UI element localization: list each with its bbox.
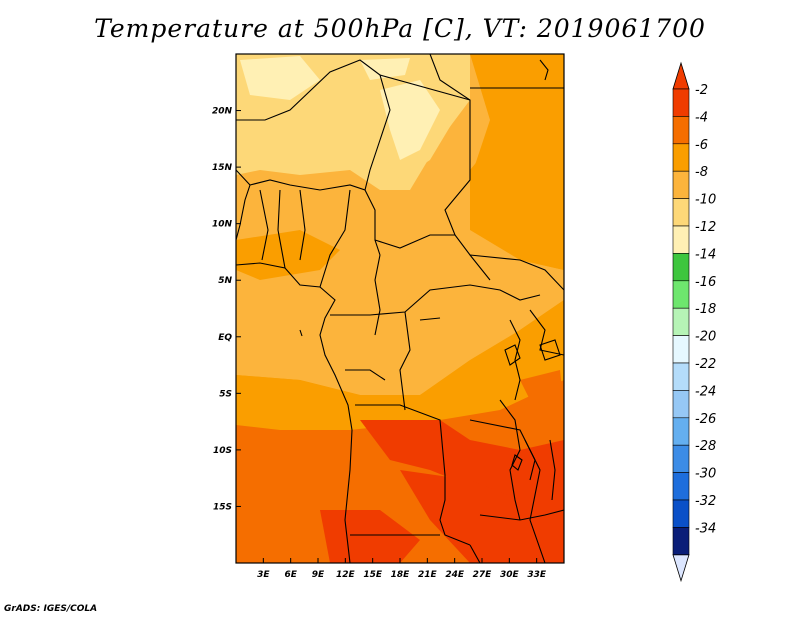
colorbar-label: -22 bbox=[695, 357, 716, 372]
colorbar-swatch bbox=[672, 362, 690, 391]
lon-tick-label: 30E bbox=[500, 570, 520, 580]
colorbar-label: -10 bbox=[695, 193, 716, 208]
lon-tick-label: 3E bbox=[257, 570, 270, 580]
colorbar-label: -4 bbox=[695, 110, 708, 125]
colorbar-label: -24 bbox=[695, 384, 716, 399]
lat-tick-label: 20N bbox=[212, 107, 233, 117]
lat-tick-label: 15N bbox=[212, 163, 233, 173]
colorbar-label: -18 bbox=[695, 302, 716, 317]
colorbar-swatch bbox=[672, 472, 690, 501]
lon-tick-label: 18E bbox=[391, 570, 411, 580]
lat-tick-label: EQ bbox=[218, 333, 232, 343]
lon-tick-label: 6E bbox=[284, 570, 297, 580]
colorbar-swatch bbox=[672, 116, 690, 145]
colorbar-swatch bbox=[672, 170, 690, 199]
lat-tick-label: 10S bbox=[213, 446, 232, 456]
colorbar-swatch bbox=[672, 253, 690, 282]
colorbar-label: -20 bbox=[695, 330, 716, 345]
colorbar-swatch bbox=[672, 499, 690, 528]
colorbar-swatch bbox=[672, 198, 690, 227]
colorbar-swatch bbox=[672, 417, 690, 446]
colorbar: -2 -4 -6 -8 -10 -12 -14 -16 -18 -20 -22 -24 -26 -28 -3… bbox=[672, 61, 716, 583]
lon-tick-label: 27E bbox=[473, 570, 493, 580]
colorbar-swatch bbox=[672, 307, 690, 336]
lon-tick-label: 9E bbox=[312, 570, 325, 580]
colorbar-label: -12 bbox=[695, 220, 716, 235]
lat-tick-label: 5S bbox=[219, 389, 232, 399]
lon-tick-label: 21E bbox=[418, 570, 438, 580]
colorbar-label: -30 bbox=[695, 467, 716, 482]
latitude-axis: 20N 15N 10N 5N EQ 5S 10S 15S bbox=[212, 107, 241, 512]
colorbar-swatch bbox=[672, 335, 690, 364]
colorbar-label: -26 bbox=[695, 412, 716, 427]
colorbar-bottom-cap bbox=[672, 554, 690, 583]
grads-credit: GrADS: IGES/COLA bbox=[4, 604, 98, 614]
colorbar-swatch bbox=[672, 527, 690, 556]
colorbar-label: -8 bbox=[695, 165, 708, 180]
lat-tick-label: 10N bbox=[212, 220, 233, 230]
colorbar-swatch bbox=[672, 280, 690, 309]
colorbar-swatch bbox=[672, 88, 690, 117]
colorbar-top-cap bbox=[672, 61, 690, 90]
colorbar-swatch bbox=[672, 444, 690, 473]
lon-tick-label: 24E bbox=[445, 570, 465, 580]
colorbar-label: -34 bbox=[695, 521, 716, 536]
lon-tick-label: 33E bbox=[527, 570, 547, 580]
lat-tick-label: 5N bbox=[218, 276, 232, 286]
colorbar-swatch bbox=[672, 225, 690, 254]
lon-tick-label: 12E bbox=[336, 570, 356, 580]
colorbar-swatch bbox=[672, 390, 690, 419]
colorbar-label: -28 bbox=[695, 439, 716, 454]
longitude-axis: 3E 6E 9E 12E 15E 18E 21E 24E 27E 30E 33E bbox=[257, 558, 547, 580]
colorbar-label: -32 bbox=[695, 494, 716, 509]
colorbar-label: -14 bbox=[695, 247, 716, 262]
colorbar-label: -2 bbox=[695, 83, 708, 98]
colorbar-swatch bbox=[672, 143, 690, 172]
lat-tick-label: 15S bbox=[213, 502, 232, 512]
country-borders bbox=[236, 54, 564, 563]
map-title: Temperature at 500hPa [C], VT: 201906170… bbox=[94, 14, 706, 43]
colorbar-label: -16 bbox=[695, 275, 716, 290]
temperature-field bbox=[236, 54, 564, 563]
colorbar-label: -6 bbox=[695, 138, 708, 153]
lon-tick-label: 15E bbox=[363, 570, 383, 580]
